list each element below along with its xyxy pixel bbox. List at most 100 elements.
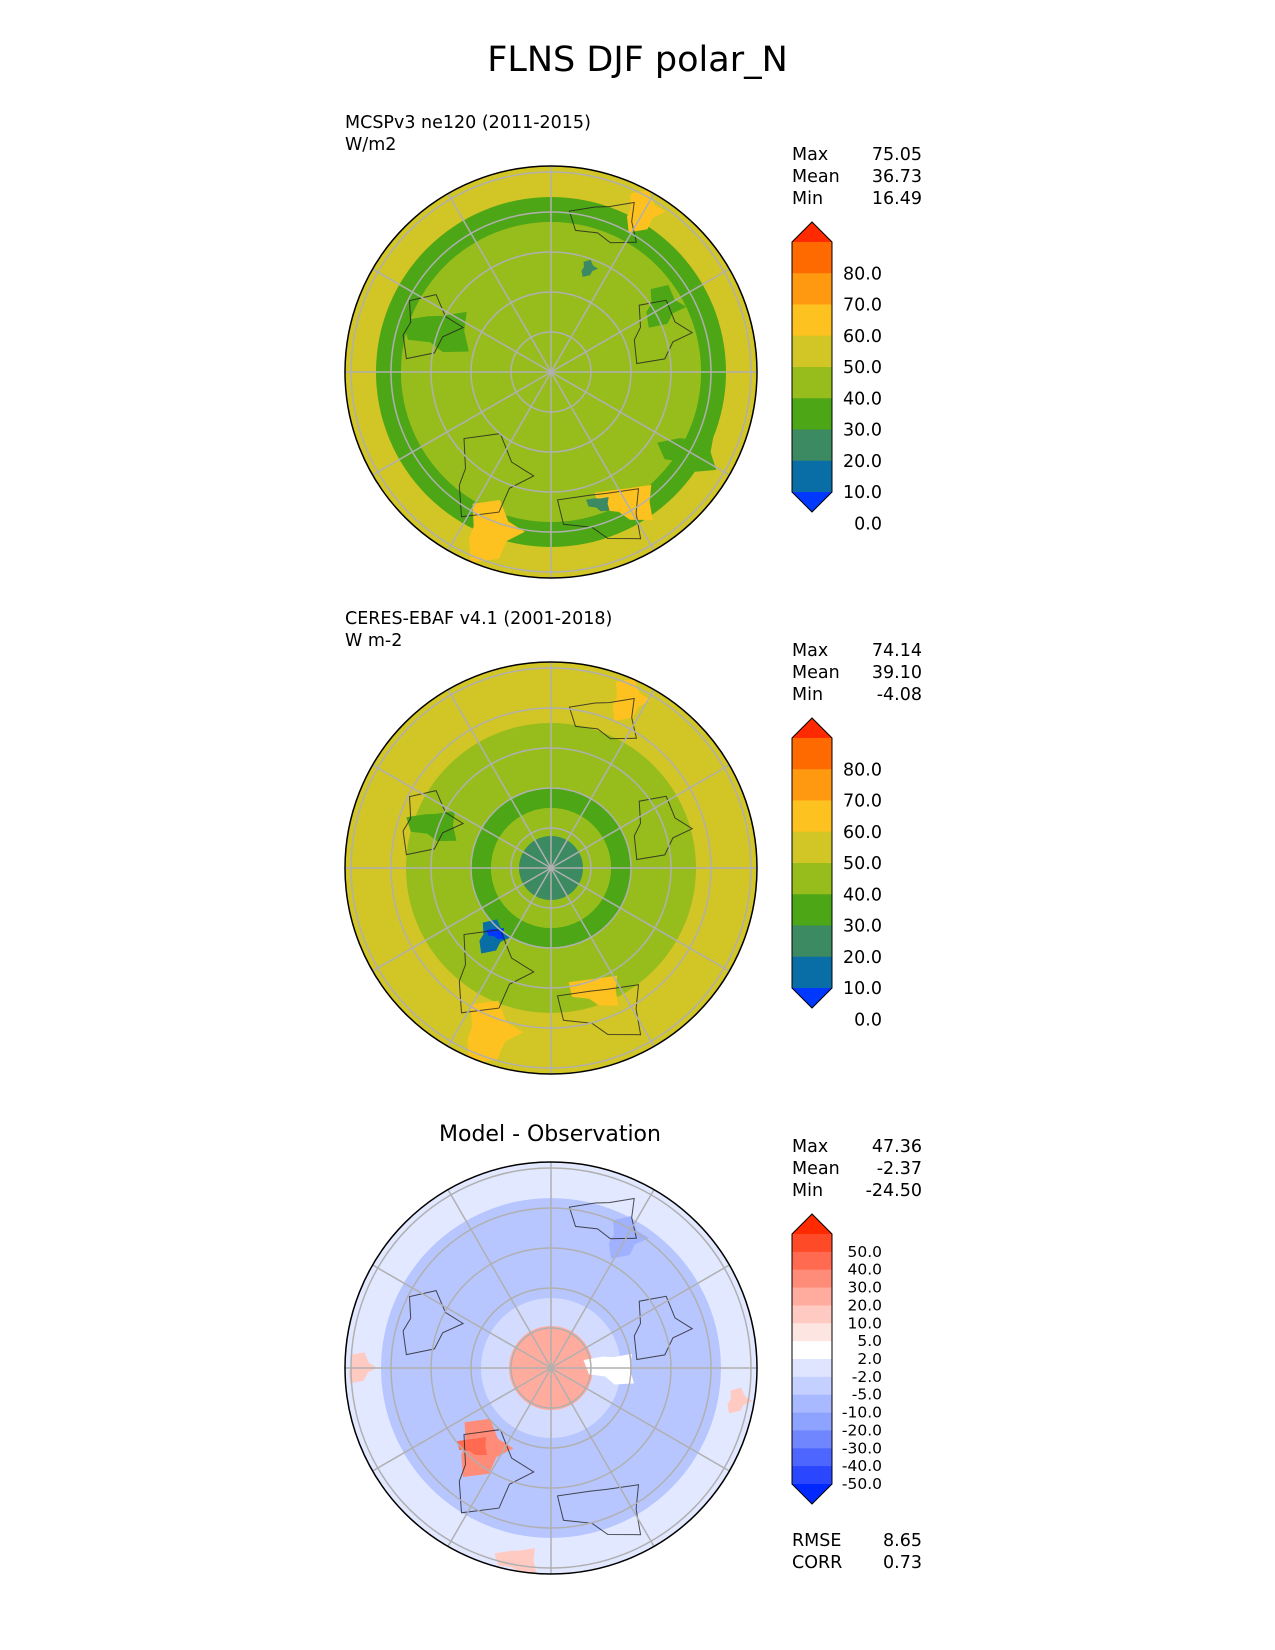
colorbar-band: [792, 1234, 832, 1253]
panel1-units: W/m2: [345, 135, 397, 155]
colorbar-band: [792, 1359, 832, 1378]
stat-value: 74.14: [871, 641, 922, 661]
colorbar-band: [792, 769, 832, 801]
meridian-line: [447, 689, 552, 869]
panel3-colorbar: 50.040.030.020.010.05.02.0-2.0-5.0-10.0-…: [791, 1213, 882, 1505]
stat-label: Min: [792, 189, 824, 209]
colorbar-band: [792, 367, 832, 399]
panel1-polar-map: [344, 165, 758, 579]
panel2-units: W m-2: [345, 631, 403, 651]
meridian-line: [447, 371, 552, 551]
panel3-stats: Max 47.36 Mean -2.37 Min -24.50: [792, 1136, 922, 1202]
stat-label: Min: [792, 685, 824, 705]
colorbar-tick-label: 70.0: [843, 296, 882, 316]
meridian-line: [372, 764, 552, 869]
colorbar-band: [792, 429, 832, 462]
panel1-colorbar: 80.0 70.0 60.0 50.0 40.0 30.0 20.0 10.0 0.0: [791, 221, 882, 534]
coastline: [568, 201, 638, 244]
meridian-line: [372, 1367, 552, 1472]
field-region: [401, 311, 469, 353]
colorbar-tick-label: 10.0: [847, 1314, 882, 1332]
colorbar-tick-label: -40.0: [842, 1457, 882, 1475]
stat-label: Max: [792, 145, 829, 165]
meridian-line: [550, 867, 655, 1047]
meridian-line: [447, 1189, 552, 1369]
meridian-line: [372, 867, 552, 972]
coastline: [402, 790, 465, 856]
panel2-colorbar: 80.0 70.0 60.0 50.0 40.0 30.0 20.0 10.0 0.0: [791, 717, 882, 1030]
stat-value: 39.10: [871, 663, 922, 683]
colorbar-extend-bottom: [792, 492, 832, 512]
colorbar-extend-top: [792, 718, 832, 738]
colorbar-band: [792, 242, 832, 274]
coastline: [402, 1290, 465, 1356]
colorbar-band: [792, 1251, 832, 1271]
colorbar-band: [792, 1287, 832, 1306]
colorbar-outline: [791, 1213, 833, 1505]
meridian-line: [550, 689, 655, 869]
meridian-line: [372, 268, 552, 373]
colorbar-tick-label: 20.0: [843, 948, 882, 968]
colorbar-tick-label: 50.0: [843, 854, 882, 874]
colorbar-band: [792, 1466, 832, 1485]
colorbar-band: [792, 925, 832, 958]
colorbar-tick-label: 40.0: [843, 885, 882, 905]
colorbar-tick-label: 10.0: [843, 979, 882, 999]
colorbar-band: [792, 335, 832, 368]
colorbar-tick-label: 0.0: [854, 1010, 882, 1030]
colorbar-tick-label: -5.0: [852, 1386, 882, 1404]
colorbar-band: [792, 1376, 832, 1396]
map-boundary: [344, 661, 758, 1075]
field-region: [583, 1353, 634, 1385]
colorbar-band: [792, 398, 832, 430]
field-region: [586, 497, 610, 512]
stat-label: Min: [792, 1181, 824, 1201]
field-region: [612, 678, 652, 721]
colorbar-tick-label: -10.0: [842, 1404, 882, 1422]
colorbar-band: [792, 738, 832, 770]
colorbar-outline: [791, 221, 833, 513]
panel1-title: MCSPv3 ne120 (2011-2015): [345, 113, 591, 133]
meridian-line: [550, 193, 655, 373]
panel3-error-stats: RMSE 8.65 CORR 0.73: [792, 1530, 922, 1574]
colorbar-band: [792, 1269, 832, 1289]
colorbar-tick-label: 30.0: [843, 917, 882, 937]
colorbar-band: [792, 894, 832, 926]
colorbar-tick-label: 10.0: [843, 483, 882, 503]
stat-value: -4.08: [876, 685, 922, 705]
meridian-line: [447, 193, 552, 373]
stat-label: Mean: [792, 1159, 840, 1179]
colorbar-tick-label: 80.0: [843, 264, 882, 284]
field-region: [657, 435, 717, 472]
coastline: [458, 433, 535, 518]
colorbar-tick-label: 40.0: [847, 1261, 882, 1279]
colorbar-band: [792, 1448, 832, 1467]
colorbar-band: [792, 304, 832, 337]
meridian-line: [550, 371, 730, 476]
colorbar-tick-label: 50.0: [843, 358, 882, 378]
meridian-line: [447, 867, 552, 1047]
stat-value: 47.36: [871, 1137, 922, 1157]
colorbar-band: [792, 1323, 832, 1342]
coastline: [556, 1484, 642, 1536]
panel2-title: CERES-EBAF v4.1 (2001-2018): [345, 609, 613, 629]
stat-label: Max: [792, 641, 829, 661]
meridian-line: [550, 371, 655, 551]
coastline: [458, 1429, 535, 1514]
stat-value: 16.49: [871, 189, 922, 209]
stat-label: Mean: [792, 663, 840, 683]
field-region: [406, 810, 457, 842]
colorbar-band: [792, 1430, 832, 1449]
colorbar-band: [792, 1341, 832, 1360]
meridian-line: [372, 1264, 552, 1369]
panel1-stats: Max 75.05 Mean 36.73 Min 16.49: [792, 144, 922, 210]
stat-label: CORR: [792, 1553, 843, 1573]
panel3-title: Model - Observation: [439, 1122, 661, 1147]
field-region: [469, 500, 525, 563]
stat-value: 36.73: [871, 167, 922, 187]
stat-value: -2.37: [876, 1159, 922, 1179]
colorbar-tick-label: 30.0: [843, 421, 882, 441]
field-region: [608, 1216, 649, 1259]
colorbar-band: [792, 831, 832, 864]
colorbar-tick-label: 50.0: [847, 1243, 882, 1261]
